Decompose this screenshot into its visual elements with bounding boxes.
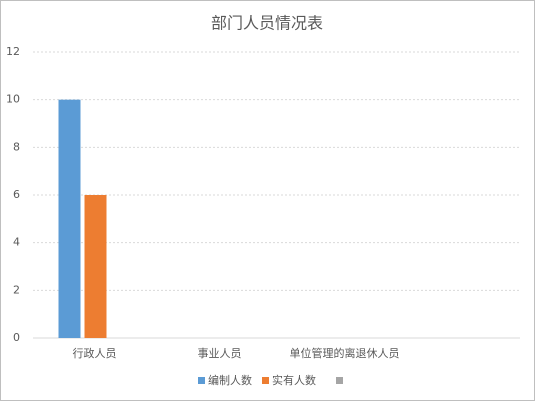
legend-label: 实有人数	[272, 373, 316, 387]
y-tick-label: 12	[6, 45, 20, 58]
bar	[84, 195, 107, 338]
y-tick-label: 6	[13, 188, 20, 201]
legend-swatch	[336, 377, 343, 384]
y-tick-label: 8	[13, 140, 20, 153]
x-tick-label: 事业人员	[198, 347, 242, 360]
x-tick-label: 单位管理的离退休人员	[290, 346, 400, 360]
legend-swatch	[262, 377, 269, 384]
y-tick-label: 0	[13, 331, 20, 344]
y-tick-label: 4	[13, 236, 20, 249]
y-tick-label: 10	[6, 93, 20, 106]
legend-swatch	[198, 377, 205, 384]
chart-title: 部门人员情况表	[211, 14, 323, 33]
bar	[58, 99, 81, 339]
x-tick-label: 行政人员	[73, 346, 117, 360]
y-tick-label: 2	[13, 283, 20, 296]
legend-label: 编制人数	[208, 373, 252, 387]
